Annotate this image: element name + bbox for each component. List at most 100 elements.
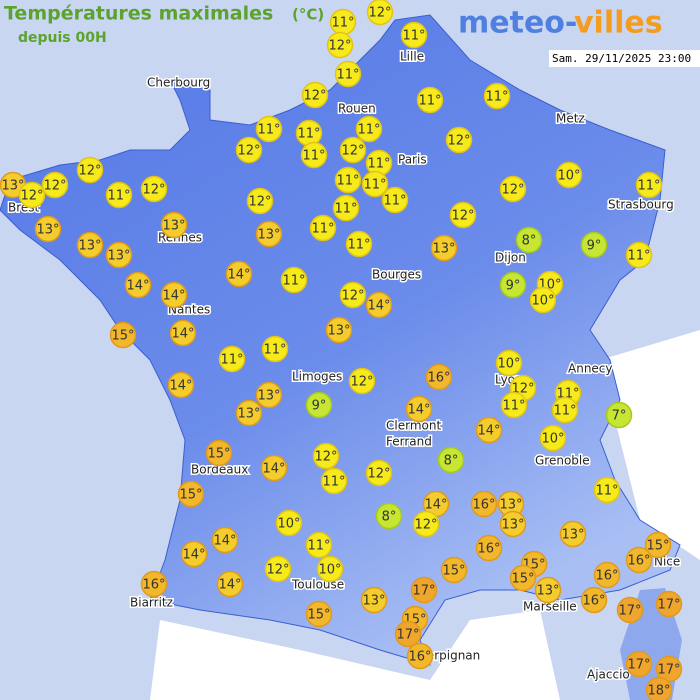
unit: (°C) xyxy=(292,6,324,24)
temp-label: 11° xyxy=(311,222,334,237)
city-label: Biarritz xyxy=(130,596,173,610)
temp-marker xyxy=(655,590,683,618)
temp-marker xyxy=(325,316,353,344)
temp-marker xyxy=(534,576,562,604)
temp-marker xyxy=(580,586,608,614)
temp-marker xyxy=(645,676,673,700)
temp-marker xyxy=(105,241,133,269)
temp-marker xyxy=(394,620,422,648)
temp-marker xyxy=(326,31,354,59)
temp-label: 18° xyxy=(647,684,670,699)
temp-label: 11° xyxy=(502,399,525,414)
temp-marker xyxy=(235,136,263,164)
temp-label: 14° xyxy=(367,299,390,314)
temp-marker xyxy=(109,321,137,349)
temp-label: 16° xyxy=(477,542,500,557)
temp-marker xyxy=(216,570,244,598)
temp-marker xyxy=(445,126,473,154)
temp-marker xyxy=(264,555,292,583)
temp-label: 11° xyxy=(485,90,508,105)
temp-label: 13° xyxy=(501,518,524,533)
city-label: Metz xyxy=(556,112,585,126)
temp-label: 14° xyxy=(407,403,430,418)
temp-marker xyxy=(312,442,340,470)
temp-label: 14° xyxy=(169,379,192,394)
temp-marker xyxy=(406,642,434,670)
temp-label: 12° xyxy=(328,39,351,54)
temp-label: 13° xyxy=(432,242,455,257)
temp-marker xyxy=(260,454,288,482)
temp-label: 11° xyxy=(383,194,406,209)
temp-marker xyxy=(500,391,528,419)
temp-label: 11° xyxy=(595,484,618,499)
temp-marker xyxy=(515,226,543,254)
temp-label: 10° xyxy=(497,357,520,372)
logo: villes xyxy=(574,6,663,41)
temp-label: 11° xyxy=(336,174,359,189)
temp-marker xyxy=(301,81,329,109)
temp-marker xyxy=(316,555,344,583)
temp-marker xyxy=(593,476,621,504)
temp-marker xyxy=(410,576,438,604)
temp-marker xyxy=(555,161,583,189)
city-label: Annecy xyxy=(568,362,613,376)
temp-marker xyxy=(339,136,367,164)
temp-label: 11° xyxy=(357,123,380,138)
temp-label: 11° xyxy=(107,189,130,204)
timestamp: Sam. 29/11/2025 23:00 xyxy=(552,52,691,65)
temp-marker xyxy=(261,335,289,363)
city-label: Bordeaux xyxy=(191,463,248,477)
temp-marker xyxy=(180,540,208,568)
temp-label: 17° xyxy=(618,604,641,619)
city-label: Clermont xyxy=(386,419,441,433)
temp-label: 13° xyxy=(327,324,350,339)
temp-label: 14° xyxy=(182,548,205,563)
temp-marker xyxy=(605,401,633,429)
temp-marker xyxy=(124,271,152,299)
city-label: Lille xyxy=(400,50,424,64)
temp-label: 14° xyxy=(477,424,500,439)
temp-label: 12° xyxy=(350,375,373,390)
temp-marker xyxy=(559,520,587,548)
city-label: Grenoble xyxy=(535,454,590,468)
temp-label: 11° xyxy=(402,29,425,44)
temp-marker xyxy=(169,319,197,347)
temp-marker xyxy=(400,21,428,49)
temp-label: 11° xyxy=(367,157,390,172)
temp-marker xyxy=(246,187,274,215)
temp-label: 17° xyxy=(412,584,435,599)
city-label: Cherbourg xyxy=(147,76,210,90)
temp-label: 17° xyxy=(627,658,650,673)
temp-label: 14° xyxy=(162,289,185,304)
temp-label: 11° xyxy=(263,343,286,358)
temp-label: 13° xyxy=(162,219,185,234)
temp-marker xyxy=(76,231,104,259)
temp-label: 9° xyxy=(587,239,602,254)
temp-label: 15° xyxy=(646,539,669,554)
temp-label: 14° xyxy=(171,327,194,342)
temp-label: 14° xyxy=(213,534,236,549)
temp-label: 11° xyxy=(331,16,354,31)
temp-marker xyxy=(593,561,621,589)
temp-marker xyxy=(320,467,348,495)
city-label: Paris xyxy=(398,153,427,167)
temp-label: 11° xyxy=(297,127,320,142)
temp-marker xyxy=(160,281,188,309)
temp-label: 11° xyxy=(307,539,330,554)
temp-label: 15° xyxy=(307,608,330,623)
temp-label: 12° xyxy=(248,195,271,210)
temp-marker xyxy=(375,502,403,530)
temp-marker xyxy=(625,650,653,678)
temp-label: 7° xyxy=(612,409,627,424)
temp-label: 14° xyxy=(424,498,447,513)
city-label: Bourges xyxy=(372,268,421,282)
temp-label: 12° xyxy=(20,189,43,204)
temp-marker xyxy=(416,86,444,114)
temp-marker xyxy=(345,230,373,258)
temp-marker xyxy=(499,510,527,538)
title: Températures maximales xyxy=(4,3,273,25)
temp-marker xyxy=(348,367,376,395)
temp-label: 12° xyxy=(367,467,390,482)
temp-marker xyxy=(405,395,433,423)
